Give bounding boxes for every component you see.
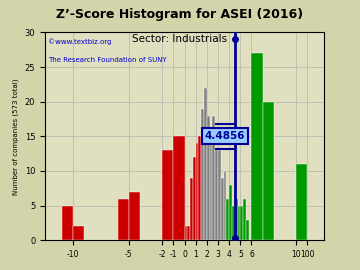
Bar (210, 136, 212, 240)
Bar (73, 227, 84, 240)
Bar (224, 171, 226, 240)
Bar (232, 206, 235, 240)
Bar (212, 116, 215, 240)
Bar (190, 178, 193, 240)
Text: Z’-Score Histogram for ASEI (2016): Z’-Score Histogram for ASEI (2016) (57, 8, 303, 21)
Bar (263, 102, 274, 240)
Bar (117, 199, 129, 240)
Bar (198, 136, 201, 240)
Bar (187, 227, 190, 240)
Bar (229, 185, 232, 240)
Bar (235, 199, 238, 240)
Bar (62, 206, 73, 240)
Bar (162, 150, 174, 240)
Bar (204, 88, 207, 240)
Bar (218, 150, 221, 240)
Bar (251, 53, 263, 240)
Text: Sector: Industrials: Sector: Industrials (132, 34, 228, 44)
Text: 4.4856: 4.4856 (204, 131, 245, 141)
Bar (201, 109, 204, 240)
Text: The Research Foundation of SUNY: The Research Foundation of SUNY (48, 57, 167, 63)
Bar (207, 116, 210, 240)
Bar (243, 199, 246, 240)
Bar (215, 150, 218, 240)
Bar (174, 136, 185, 240)
Bar (196, 143, 198, 240)
Bar (246, 220, 249, 240)
Bar (193, 157, 196, 240)
Bar (238, 206, 240, 240)
Bar (185, 227, 187, 240)
Bar (226, 199, 229, 240)
Bar (129, 192, 140, 240)
Bar (221, 178, 224, 240)
Bar (240, 206, 243, 240)
Text: ©www.textbiz.org: ©www.textbiz.org (48, 39, 111, 45)
Y-axis label: Number of companies (573 total): Number of companies (573 total) (13, 78, 19, 195)
Bar (296, 164, 307, 240)
